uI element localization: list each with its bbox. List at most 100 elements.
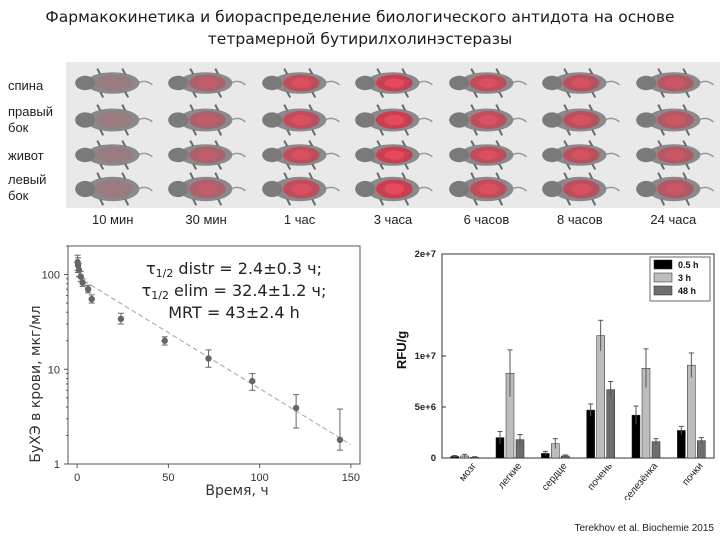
mouse-limb [495,172,500,180]
mouse-limb [566,198,572,206]
mouse-limb [379,198,385,206]
mouse-image-svg [635,172,714,206]
mouse-image [632,140,715,170]
fluorescence-core [571,114,592,126]
pk-annotation-mrt: MRT = 43±2.4 h [168,303,300,322]
legend-label: 48 h [678,286,696,296]
mouse-tail [324,80,340,86]
mouse-image-svg [168,104,247,136]
mouse-limb [588,68,594,75]
pk-x-tick-label: 150 [342,472,360,484]
mouse-tail [230,117,247,123]
mouse-image [538,68,621,98]
mouse-image-svg [542,140,621,170]
mouse-limb [379,163,385,170]
fluorescence-core [478,114,499,126]
mouse-image [538,172,621,206]
fluorescence-core [291,183,312,195]
mouse-limb [563,104,569,111]
mouse-head [262,180,283,198]
fluorescence-signal [96,74,133,92]
mouse-limb [379,129,385,136]
mouse-image [71,104,154,136]
mouse-limb [566,129,572,136]
mouse-tail [697,80,714,86]
mouse-limb [376,104,382,111]
mouse-tail [417,186,434,192]
mouse-limb [659,91,665,98]
mouse-image-svg [168,68,247,98]
bar-category-label: легкие [496,461,524,492]
mouse-limb [121,68,127,75]
mouse-limb [99,91,105,98]
mouse-limb [217,91,223,98]
mouse-limb [404,91,410,98]
mouse-tail [324,117,340,123]
legend-swatch [653,259,673,270]
mouse-limb [189,172,195,180]
fluorescence-core [571,183,592,195]
bar [596,335,605,459]
fluorescence-core [291,150,312,160]
mouse-limb [401,104,407,111]
mouse-limb [473,129,478,136]
mouse-limb [563,172,569,180]
citation: Terekhov et al. Biochemie 2015 [574,523,714,534]
mouse-limb [217,163,223,170]
mouse-image [351,172,434,206]
fluorescence-core [197,78,218,88]
mouse-limb [286,198,291,206]
slide-title: Фармакокинетика и биораспределение биоло… [0,6,720,50]
mouse-tail [137,117,153,123]
mouse-limb [311,163,316,170]
mouse-head [542,180,563,198]
mouse-body [646,176,700,202]
mouse-limb [214,104,220,111]
mouse-limb [308,172,313,180]
fluorescence-core [384,78,405,88]
mouse-limb [588,140,594,147]
mouse-body [86,72,140,94]
mouse-limb [96,68,102,75]
mouse-body [646,108,700,132]
mouse-body [86,176,140,202]
mouse-image-svg [448,104,527,136]
mouse-limb [217,129,223,136]
biodistribution-chart: RFU/g 0 5e+6 1e+7 2e+7 мозг легкие сердце почен… [384,240,718,505]
bar-y-tick-label: 2e+7 [415,249,436,260]
bar-y-tick-label: 1e+7 [415,351,436,362]
mouse-limb [308,140,313,147]
mouse-limb [124,129,130,136]
mouse-limb [681,104,687,111]
mouse-limb [121,104,127,111]
mouse-limb [498,163,503,170]
mouse-tail [604,186,621,192]
mouse-image-svg [635,104,714,136]
mouse-limb [591,129,597,136]
mouse-limb [311,129,316,136]
mouse-limb [192,198,198,206]
mouse-tail [417,80,434,86]
fluorescence-core [478,150,499,160]
fluorescence-core [291,78,312,88]
mouse-limb [99,129,105,136]
pk-x-axis-label: Время, ч [205,483,268,498]
mouse-body [86,144,140,166]
mouse-tail [604,152,621,158]
mouse-image [538,140,621,170]
fluorescence-signal [656,179,694,199]
mouse-limb [470,140,475,147]
mouse-tail [324,152,340,158]
mouse-tail [137,186,153,192]
mouse-limb [566,163,572,170]
mouse-limb [684,198,690,206]
fluorescence-signal [656,74,694,92]
mouse-head [355,112,376,128]
fluorescence-core [384,150,405,160]
mouse-image [445,104,528,136]
mouse-limb [563,140,569,147]
pk-y-tick-label: 10 [48,364,60,376]
mouse-limb [656,172,662,180]
pk-annotation-elimination: τ1/2 elim = 32.4±1.2 ч; [142,281,327,302]
fluorescence-core [197,114,218,126]
